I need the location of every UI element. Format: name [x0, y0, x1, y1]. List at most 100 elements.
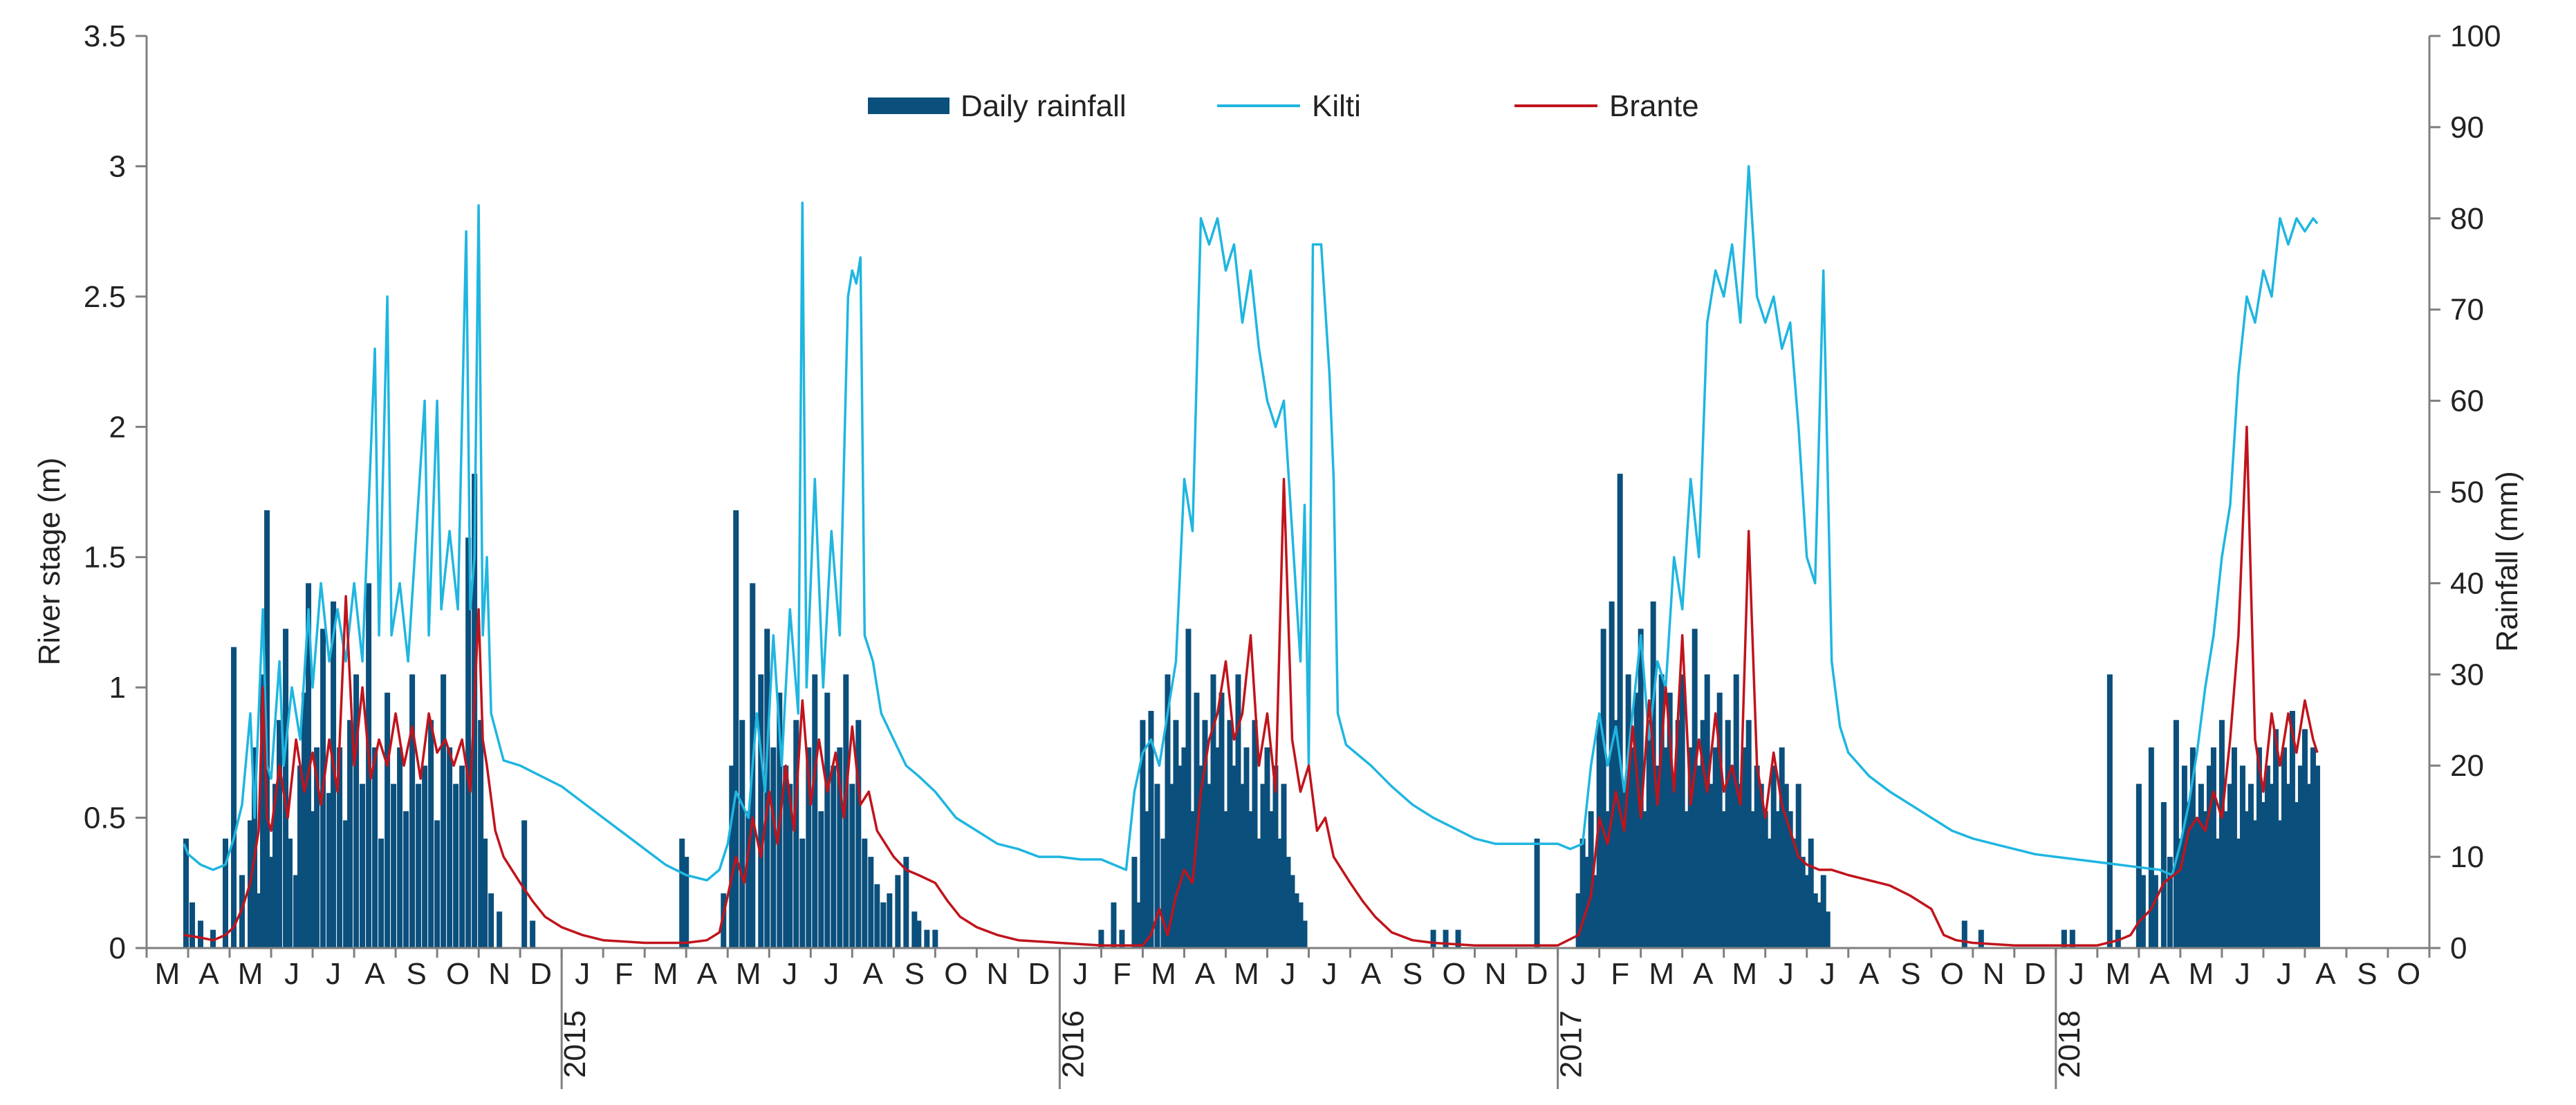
rainfall-bar [2252, 820, 2258, 948]
month-label: M [238, 957, 263, 991]
rainfall-bar [1588, 811, 1594, 948]
rainfall-bar [1621, 783, 1627, 948]
rainfall-bar [1277, 838, 1283, 948]
rainfall-bar [2272, 729, 2279, 948]
rainfall-bar [2285, 783, 2291, 948]
month-label: O [944, 957, 967, 991]
rainfall-bar [1098, 929, 1104, 948]
right-tick-label: 100 [2450, 19, 2501, 53]
rainfall-bar [1154, 783, 1160, 948]
left-tick-label: 0.5 [84, 801, 126, 835]
rainfall-bar [343, 820, 349, 948]
rainfall-bar [1252, 720, 1258, 948]
rainfall-bar [1692, 629, 1698, 948]
rainfall-bar [183, 838, 189, 948]
month-label: S [1402, 957, 1423, 991]
rainfall-bar [1443, 929, 1449, 948]
rainfall-bars [183, 474, 2320, 948]
rainfall-bar [1173, 720, 1179, 948]
rainfall-bar [1148, 711, 1154, 948]
rainfall-bar [787, 783, 793, 948]
month-label: J [284, 957, 299, 991]
rainfall-bar [1600, 629, 1606, 948]
rainfall-bar [1301, 920, 1308, 948]
rainfall-bar [1654, 765, 1660, 948]
rainfall-bar [1617, 474, 1623, 948]
rainfall-bar [2293, 801, 2299, 948]
rainfall-bar [1791, 838, 1797, 948]
rainfall-bar [733, 510, 739, 948]
rainfall-bar [1733, 674, 1739, 948]
rainfall-bar [1111, 902, 1117, 948]
rainfall-bar [1820, 875, 1826, 948]
rainfall-bar [758, 674, 764, 948]
rainfall-bar [347, 720, 353, 948]
kilti-line [183, 165, 2319, 882]
rainfall-bar [378, 838, 384, 948]
rainfall-bar [1281, 783, 1287, 948]
rainfall-bar [1243, 747, 1250, 948]
rainfall-bar [488, 893, 494, 948]
rainfall-bar [2152, 875, 2158, 948]
rainfall-bar [1272, 765, 1279, 948]
rainfall-bar [799, 838, 806, 948]
rainfall-bar [1799, 857, 1806, 948]
rainfall-bar [729, 765, 735, 948]
rainfall-bar [1285, 857, 1291, 948]
rainfall-bar [1961, 920, 1967, 948]
rainfall-bar [1775, 811, 1781, 948]
rainfall-bar [428, 720, 434, 948]
rainfall-bar [2214, 838, 2221, 948]
month-label: A [863, 957, 884, 991]
rainfall-bar [2135, 783, 2142, 948]
left-tick-label: 0 [109, 931, 126, 965]
rainfall-bar [824, 692, 831, 948]
rainfall-bar [1198, 765, 1204, 948]
rainfall-bar [360, 783, 366, 948]
month-label: N [1983, 957, 2005, 991]
rainfall-bar [2243, 811, 2250, 948]
rainfall-bar [862, 838, 868, 948]
rainfall-bar [1704, 674, 1710, 948]
rainfall-bar [1712, 747, 1718, 948]
rainfall-bar [855, 720, 862, 948]
rainfall-bar [1700, 720, 1706, 948]
rainfall-bar [2181, 765, 2187, 948]
month-label: J [1073, 957, 1088, 991]
rainfall-bar [2173, 720, 2179, 948]
rainfall-bar [1750, 811, 1756, 948]
rainfall-bar [739, 720, 745, 948]
rainfall-bar [1741, 747, 1748, 948]
rainfall-bar [189, 902, 196, 948]
rainfall-bar [1613, 720, 1619, 948]
rainfall-bar [1430, 929, 1436, 948]
left-tick-label: 1.5 [84, 541, 126, 575]
rainfall-bar [1264, 747, 1270, 948]
brante-line [183, 425, 2319, 947]
rainfall-bar [1795, 783, 1801, 948]
rainfall-bar [482, 838, 488, 948]
rainfall-bar [1658, 674, 1665, 948]
rainfall-bar [1181, 747, 1187, 948]
rainfall-bar [2177, 838, 2183, 948]
month-label: M [1732, 957, 1757, 991]
rainfall-bar [1239, 783, 1245, 948]
month-label: J [575, 957, 590, 991]
rainfall-bar [1716, 692, 1723, 948]
rainfall-bar [459, 765, 465, 948]
rainfall-bar [231, 647, 237, 948]
rainfall-bar [1169, 783, 1175, 948]
rainfall-bar [2185, 801, 2192, 948]
rainfall-bar [1534, 838, 1540, 948]
rainfall-bar [1642, 811, 1648, 948]
rainfall-bar [849, 783, 855, 948]
rainfall-bar [2218, 720, 2225, 948]
month-label: J [1779, 957, 1794, 991]
month-label: J [2069, 957, 2084, 991]
rainfall-bar [521, 820, 528, 948]
rainfall-bar [1721, 811, 1727, 948]
rainfall-bar [2206, 765, 2212, 948]
rainfall-bar [2239, 765, 2245, 948]
rainfall-bar [403, 811, 409, 948]
